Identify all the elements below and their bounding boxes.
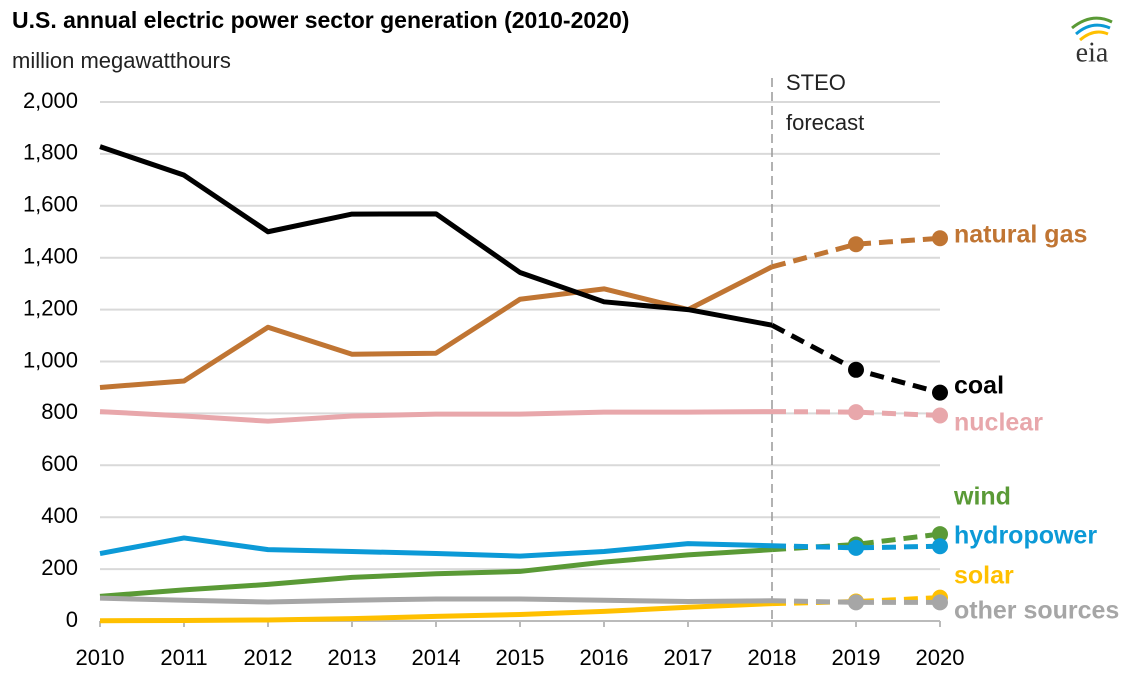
- forecast-line: [771, 543, 941, 551]
- forecast-marker: [848, 404, 864, 421]
- forecast-marker: [932, 407, 948, 424]
- x-tick-label: 2020: [916, 645, 965, 670]
- annotation: STEO: [786, 70, 846, 95]
- x-tick-label: 2014: [412, 645, 461, 670]
- y-tick-label: 2,000: [23, 88, 78, 113]
- y-tick-label: 1,400: [23, 244, 78, 269]
- y-tick-label: 1,200: [23, 295, 78, 320]
- x-tick-label: 2012: [244, 645, 293, 670]
- series-line: [99, 264, 774, 390]
- x-tick-label: 2019: [832, 645, 881, 670]
- series-label: wind: [953, 483, 1011, 511]
- forecast-marker: [932, 526, 948, 543]
- chart-subtitle: million megawatthours: [12, 48, 231, 73]
- forecast-marker: [932, 594, 948, 611]
- forecast-marker: [848, 361, 864, 378]
- forecast-marker: [848, 539, 864, 556]
- logo-arc: [1071, 16, 1113, 30]
- y-tick-label: 1,800: [23, 140, 78, 165]
- logo-arc: [1079, 30, 1109, 42]
- y-tick-label: 600: [41, 451, 78, 476]
- x-tick-label: 2011: [160, 645, 207, 670]
- series-line: [99, 601, 773, 624]
- logo: eia: [1076, 37, 1109, 68]
- x-tick-label: 2017: [664, 645, 713, 670]
- annotation: forecast: [786, 110, 864, 135]
- forecast-marker: [848, 236, 864, 253]
- x-tick-label: 2010: [76, 645, 125, 670]
- forecast-marker: [932, 384, 948, 401]
- chart-title: U.S. annual electric power sector genera…: [12, 7, 629, 33]
- forecast-line: [771, 235, 941, 270]
- logo-arc: [1075, 23, 1111, 36]
- series-label: hydropower: [954, 522, 1097, 550]
- x-tick-label: 2015: [496, 645, 545, 670]
- y-tick-label: 800: [41, 399, 78, 424]
- forecast-line: [771, 598, 940, 605]
- y-tick-label: 1,600: [23, 192, 78, 217]
- x-tick-label: 2018: [748, 645, 797, 670]
- y-tick-label: 200: [41, 555, 78, 580]
- series-line: [99, 595, 773, 605]
- forecast-line: [771, 409, 941, 418]
- series-label: other sources: [954, 597, 1119, 625]
- forecast-marker: [932, 538, 948, 555]
- y-tick-label: 1,000: [23, 347, 78, 372]
- forecast-marker: [848, 594, 864, 611]
- series-label: solar: [954, 562, 1014, 590]
- series-line: [99, 144, 773, 328]
- x-tick-label: 2013: [328, 645, 377, 670]
- series-line: [99, 535, 773, 559]
- forecast-line: [770, 322, 941, 396]
- series-label: coal: [954, 372, 1004, 400]
- forecast-marker: [932, 230, 948, 247]
- series-label: natural gas: [954, 221, 1087, 249]
- series-line: [99, 409, 773, 424]
- y-tick-label: 0: [66, 607, 78, 632]
- x-tick-label: 2016: [580, 645, 629, 670]
- series-line: [99, 547, 773, 599]
- y-tick-label: 400: [41, 503, 78, 528]
- series-label: nuclear: [954, 409, 1043, 437]
